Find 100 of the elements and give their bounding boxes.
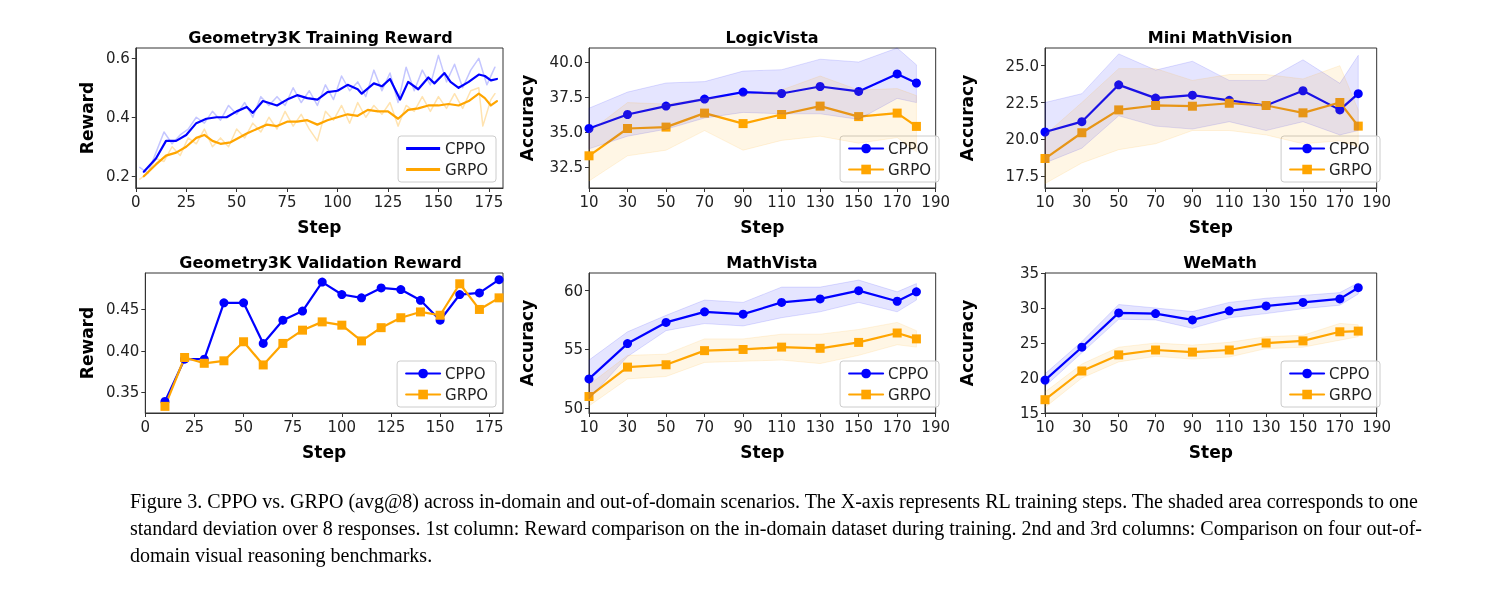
point bbox=[661, 360, 671, 370]
x-tick-label: 25 bbox=[176, 192, 196, 211]
point bbox=[474, 304, 484, 314]
point bbox=[892, 328, 902, 338]
x-tick-label: 90 bbox=[733, 417, 753, 436]
x-tick-label: 75 bbox=[277, 192, 297, 211]
x-tick-label: 70 bbox=[695, 417, 715, 436]
x-tick-label: 130 bbox=[1251, 417, 1281, 436]
x-axis-title: Step bbox=[302, 441, 347, 462]
x-tick-label: 175 bbox=[474, 192, 504, 211]
y-tick-label: 22.5 bbox=[1005, 93, 1039, 112]
y-axis-title: Accuracy bbox=[956, 74, 977, 162]
x-tick-label: 90 bbox=[1182, 417, 1202, 436]
x-tick-label: 0 bbox=[140, 417, 151, 436]
x-tick-label: 30 bbox=[617, 417, 638, 436]
point bbox=[854, 286, 864, 296]
x-tick-label: 100 bbox=[327, 417, 357, 436]
point bbox=[356, 336, 366, 346]
x-tick-label: 175 bbox=[474, 417, 504, 436]
chart-title: Geometry3K Training Reward bbox=[188, 27, 453, 47]
line-series bbox=[139, 54, 496, 175]
point bbox=[160, 401, 170, 411]
y-tick-label: 0.6 bbox=[105, 49, 130, 68]
x-tick-label: 100 bbox=[323, 192, 352, 211]
point bbox=[317, 277, 327, 287]
point bbox=[892, 108, 902, 118]
legend-label: GRPO bbox=[445, 160, 489, 179]
x-tick-label: 25 bbox=[184, 417, 204, 436]
point bbox=[415, 295, 425, 305]
point bbox=[494, 275, 504, 285]
point bbox=[376, 323, 386, 333]
y-tick-label: 0.45 bbox=[105, 300, 140, 319]
point bbox=[1224, 345, 1234, 355]
point bbox=[777, 342, 787, 352]
point bbox=[337, 320, 347, 330]
point bbox=[911, 121, 921, 131]
x-tick-label: 110 bbox=[767, 417, 796, 436]
point bbox=[584, 151, 594, 161]
y-tick-label: 25 bbox=[1019, 334, 1039, 352]
point bbox=[584, 124, 594, 133]
point bbox=[623, 339, 633, 349]
point bbox=[911, 78, 921, 88]
point bbox=[1040, 375, 1050, 385]
point bbox=[777, 89, 787, 98]
point bbox=[239, 298, 249, 308]
chart-title: LogicVista bbox=[725, 27, 819, 47]
x-tick-label: 150 bbox=[844, 417, 873, 436]
point bbox=[1335, 327, 1345, 337]
y-axis-title: Accuracy bbox=[956, 299, 977, 387]
x-tick-label: 90 bbox=[1182, 192, 1202, 211]
point bbox=[1298, 86, 1308, 96]
x-tick-label: 170 bbox=[882, 417, 912, 436]
point bbox=[357, 293, 366, 303]
point bbox=[700, 108, 710, 118]
point bbox=[1298, 108, 1308, 118]
caption: Figure 3. CPPO vs. GRPO (avg@8) across in-domain and out-of-domain scenarios. The X-axis represents RL training steps. The shaded area corresponds to one standard deviation over 8 responses. 1st column: Reward comparison on the in-domain dataset during training. 2nd and 3rd columns: Comparison on four out-of-domain visual reasoning benchmarks. bbox=[130, 489, 1423, 569]
point bbox=[738, 344, 748, 354]
y-tick-label: 17.5 bbox=[1005, 167, 1039, 186]
point bbox=[1353, 326, 1363, 336]
point bbox=[278, 338, 288, 348]
point bbox=[1335, 294, 1345, 304]
x-axis-title: Step bbox=[1188, 216, 1233, 237]
x-axis-title: Step bbox=[740, 441, 785, 462]
y-tick-label: 20 bbox=[1019, 369, 1039, 387]
point bbox=[376, 283, 386, 293]
point bbox=[738, 87, 748, 97]
x-tick-label: 150 bbox=[1288, 417, 1318, 436]
point bbox=[219, 298, 229, 308]
point bbox=[1114, 308, 1124, 318]
x-tick-label: 70 bbox=[695, 192, 715, 211]
y-tick-label: 25.0 bbox=[1005, 56, 1039, 75]
legend-label: GRPO bbox=[1329, 385, 1373, 404]
point bbox=[661, 101, 671, 111]
point bbox=[219, 356, 229, 366]
point bbox=[1187, 347, 1197, 357]
point bbox=[1114, 105, 1124, 115]
point bbox=[700, 94, 710, 104]
point bbox=[455, 290, 465, 300]
point bbox=[1298, 297, 1308, 307]
point bbox=[239, 337, 249, 347]
point bbox=[623, 110, 633, 119]
point bbox=[1151, 100, 1161, 110]
point bbox=[815, 294, 825, 304]
x-tick-label: 90 bbox=[733, 192, 753, 211]
point bbox=[396, 285, 406, 295]
point bbox=[777, 297, 787, 307]
x-tick-label: 75 bbox=[283, 417, 303, 436]
y-axis-title: Reward bbox=[76, 306, 97, 380]
legend-label: CPPO bbox=[888, 139, 929, 158]
point bbox=[892, 296, 902, 306]
x-tick-label: 10 bbox=[1035, 417, 1055, 436]
point bbox=[777, 110, 787, 119]
point bbox=[1040, 127, 1050, 137]
x-tick-label: 30 bbox=[617, 192, 638, 211]
y-tick-label: 0.35 bbox=[105, 383, 140, 402]
point bbox=[911, 287, 921, 297]
y-axis-title: Reward bbox=[76, 81, 97, 155]
point bbox=[1040, 154, 1050, 164]
point bbox=[854, 112, 864, 122]
point bbox=[1114, 80, 1124, 90]
